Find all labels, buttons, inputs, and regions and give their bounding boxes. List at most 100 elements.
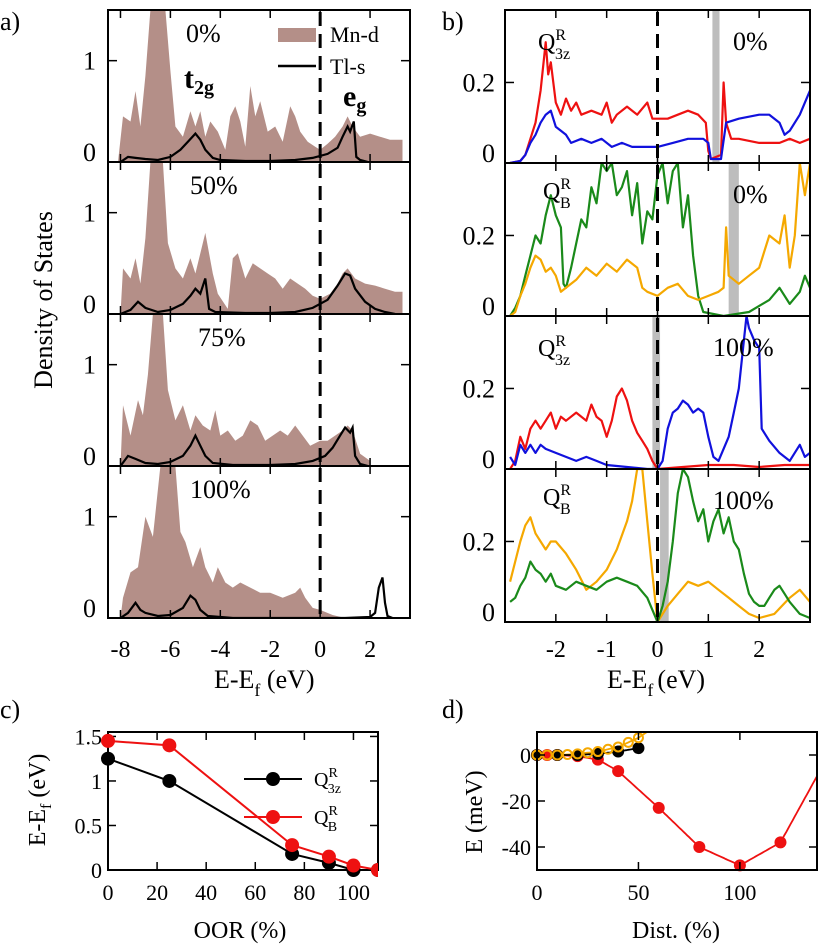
- y-tick-label: 0: [83, 594, 96, 623]
- y-tick-label: -20: [502, 789, 531, 814]
- y-tick-label: 1: [83, 47, 96, 76]
- x-tick-label: -2: [260, 637, 280, 663]
- x-tick-label: -1: [597, 637, 617, 663]
- series-line-blue: [509, 316, 810, 469]
- data-point-red: [774, 836, 787, 849]
- data-point-orange: [582, 747, 594, 759]
- series-line-red: [509, 41, 810, 163]
- data-point-red: [101, 733, 115, 748]
- subplot-label: 0%: [733, 180, 768, 209]
- panel-a-label: a): [0, 7, 20, 36]
- x-tick-label: 100: [723, 880, 756, 905]
- orbital-name: Q: [543, 179, 560, 205]
- data-point-black: [101, 751, 115, 766]
- x-tick-label: 2: [753, 637, 765, 663]
- orbital-sub: B: [560, 501, 571, 518]
- y-tick-label: 0: [91, 858, 102, 883]
- y-tick-label: 0.2: [463, 527, 496, 556]
- series-line-orange: [509, 469, 810, 622]
- subplot-label: 50%: [190, 171, 238, 200]
- x-tick-label: 0: [652, 637, 664, 663]
- data-point-orange: [551, 749, 563, 761]
- plot-frame: [107, 731, 379, 871]
- series-line-orange: [509, 163, 810, 316]
- legend-q3z-marker: [266, 772, 280, 786]
- x-tick-label: 50: [627, 880, 649, 905]
- orbital-label: QR 3z: [538, 333, 570, 369]
- data-point-red: [693, 841, 706, 853]
- mn-d-dos-area: [118, 10, 403, 162]
- x-tick-label: 100: [337, 880, 370, 905]
- data-point-orange: [572, 748, 584, 760]
- t2g-annotation: t2g: [184, 62, 214, 99]
- orbital-name: Q: [538, 30, 555, 56]
- orbital-label: QR B: [543, 176, 571, 212]
- data-point-red: [346, 858, 361, 873]
- y-tick-label: 1: [83, 351, 96, 380]
- y-tick-label: 0: [482, 598, 495, 627]
- eg-annotation: eg: [343, 80, 366, 117]
- panel-b-x-axis-label: E-Ef (eV): [607, 665, 705, 700]
- subplot-label: 0%: [186, 19, 221, 48]
- legend-mn-d-label: Mn-d: [330, 22, 379, 47]
- series-line-red: [509, 387, 810, 469]
- data-point-red: [321, 849, 336, 864]
- gap-band: [728, 163, 739, 316]
- x-tick-label: 2: [364, 637, 376, 663]
- subplot-frame: [107, 465, 411, 619]
- x-tick-label: 80: [293, 880, 315, 905]
- subplot-label: 100%: [190, 475, 251, 504]
- data-point-red: [162, 738, 177, 753]
- legend-qb-label: QR B: [314, 804, 338, 835]
- y-tick-label: 1: [91, 769, 102, 794]
- y-tick-label: 0.2: [463, 68, 496, 97]
- orbital-sup: R: [555, 333, 566, 350]
- panel-d-x-axis-label: Dist. (%): [632, 918, 720, 944]
- x-tick-label: 0: [314, 637, 326, 663]
- data-point-orange: [592, 746, 604, 758]
- x-tick-label: -8: [110, 637, 130, 663]
- subplot-label: 100%: [713, 486, 774, 515]
- data-point-orange: [561, 749, 573, 761]
- x-tick-label: 1: [702, 637, 714, 663]
- y-tick-label: 0: [83, 442, 96, 471]
- data-point-orange: [622, 736, 634, 748]
- orbital-sub: B: [560, 195, 571, 212]
- panel-a-chart: 0 1 0% 0 1 50% 0 1 75% 0 1 100% -8 -6 -4 -2 0 2: [83, 9, 411, 663]
- series-line-green: [509, 163, 810, 316]
- orbital-sub: 3z: [555, 352, 570, 369]
- panel-a-y-axis-label: Density of States: [29, 211, 58, 389]
- x-tick-label: 60: [244, 880, 266, 905]
- data-point-black: [632, 742, 645, 755]
- y-tick-label: 0: [83, 290, 96, 319]
- data-point-red: [371, 863, 378, 877]
- data-point-red: [612, 765, 625, 778]
- y-tick-label: 0.5: [75, 813, 103, 838]
- y-tick-label: 0: [520, 743, 531, 768]
- y-tick-label: -40: [502, 835, 531, 860]
- x-tick-label: -2: [546, 637, 566, 663]
- orbital-label: QR 3z: [538, 27, 570, 63]
- legend-tl-s-label: Tl-s: [330, 54, 365, 79]
- orbital-sup: R: [560, 482, 571, 499]
- x-tick-label: 20: [146, 880, 168, 905]
- tl-s-dos-line: [119, 121, 368, 162]
- y-tick-label: 1.5: [75, 724, 103, 749]
- data-point-red: [285, 838, 300, 853]
- y-tick-label: 1: [83, 199, 96, 228]
- orbital-sub: 3z: [555, 46, 570, 63]
- data-point-black: [591, 747, 604, 760]
- legend-qb-marker: [266, 810, 280, 824]
- x-tick-label: -4: [210, 637, 230, 663]
- panel-a-x-axis-label: E-Ef (eV): [214, 665, 315, 700]
- panel-d-label: d): [442, 695, 464, 724]
- panel-c-x-axis-label: OOR (%): [194, 918, 287, 944]
- x-tick-label: 40: [195, 880, 217, 905]
- orbital-sup: R: [560, 176, 571, 193]
- orbital-name: Q: [538, 336, 555, 362]
- subplot-label: 0%: [733, 27, 768, 56]
- gap-band: [712, 10, 720, 163]
- y-tick-label: 0.2: [463, 374, 496, 403]
- panel-c-chart: 0 20 40 60 80 100 0 0.5 1 1.5: [75, 724, 379, 905]
